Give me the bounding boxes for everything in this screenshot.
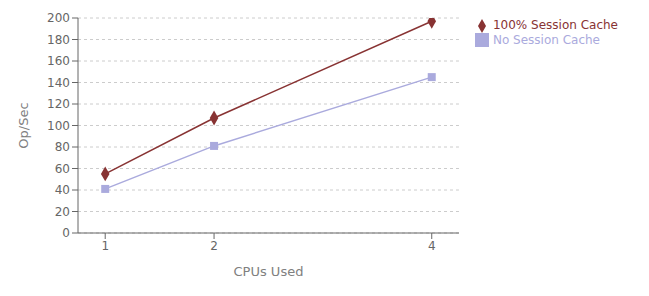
svg-text:4: 4 (428, 239, 436, 253)
svg-text:100: 100 (47, 119, 70, 133)
svg-text:60: 60 (55, 162, 70, 176)
svg-text:180: 180 (47, 33, 70, 47)
svg-text:80: 80 (55, 140, 70, 154)
svg-text:CPUs Used: CPUs Used (234, 264, 304, 279)
html-text:100% Session Cache: 100% Session Cache (493, 18, 618, 32)
svg-text:140: 140 (47, 76, 70, 90)
svg-text:0: 0 (62, 226, 70, 240)
svg-text:1: 1 (101, 239, 109, 253)
html-text:No Session Cache: No Session Cache (493, 32, 600, 47)
svg-text:Op/Sec: Op/Sec (16, 102, 31, 148)
svg-text:160: 160 (47, 54, 70, 68)
svg-text:20: 20 (55, 205, 70, 219)
svg-text:120: 120 (47, 97, 70, 111)
svg-text:40: 40 (55, 183, 70, 197)
svg-text:2: 2 (210, 239, 218, 253)
svg-text:200: 200 (47, 11, 70, 25)
